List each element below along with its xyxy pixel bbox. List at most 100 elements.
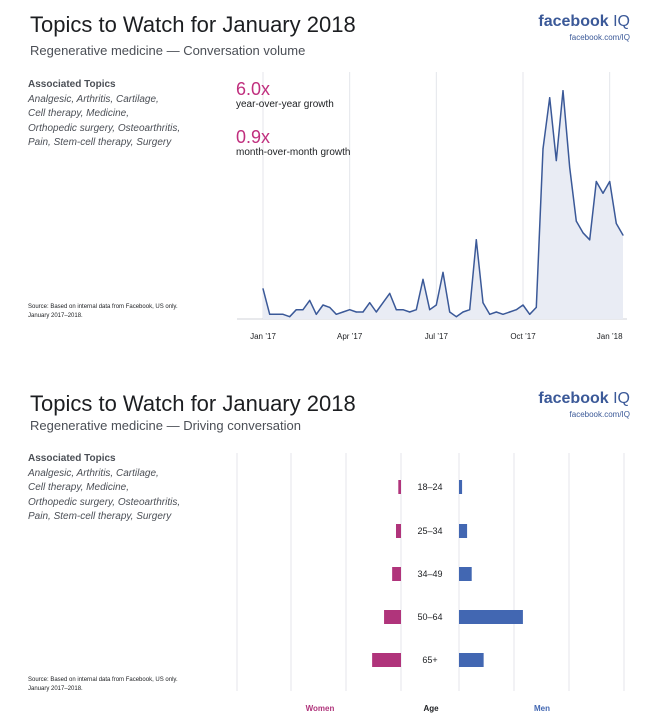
data-point xyxy=(542,148,544,150)
data-point xyxy=(475,239,477,241)
yoy-growth-value: 6.0x xyxy=(236,79,271,99)
source-line: Source: Based on internal data from Face… xyxy=(28,677,178,683)
data-point xyxy=(295,309,297,311)
data-point xyxy=(315,313,317,315)
source-line: January 2017–2018. xyxy=(28,313,83,319)
chart-subtitle: Regenerative medicine — Driving conversa… xyxy=(30,418,301,433)
conversation-volume-chart: Jan ’17 Apr ’17 Jul ’17 Oct ’17 Jan ’18 xyxy=(237,72,627,341)
data-point xyxy=(269,313,271,315)
series-area xyxy=(263,90,623,319)
associated-topics: Associated Topics Analgesic, Arthritis, … xyxy=(28,452,228,525)
mom-growth-stat: 0.9x month-over-month growth xyxy=(236,127,351,159)
data-point xyxy=(335,313,337,315)
age-category-label: 25–34 xyxy=(417,526,442,536)
x-tick-label: Jan ’18 xyxy=(597,332,623,341)
data-point xyxy=(462,311,464,313)
data-point xyxy=(415,309,417,311)
brand-suffix: IQ xyxy=(613,390,630,407)
source-note: Source: Based on internal data from Face… xyxy=(28,676,218,694)
bar-women xyxy=(384,610,401,624)
data-point xyxy=(609,180,611,183)
data-point xyxy=(582,232,584,234)
associated-topics-line: Analgesic, Arthritis, Cartilage, xyxy=(28,93,159,105)
data-point xyxy=(602,192,604,194)
data-point xyxy=(595,180,597,183)
data-point xyxy=(522,304,524,306)
data-point xyxy=(455,316,457,318)
associated-topics-line: Pain, Stem-cell therapy, Surgery xyxy=(28,511,172,522)
data-point xyxy=(449,311,451,313)
data-point xyxy=(442,271,444,273)
data-point xyxy=(562,90,564,92)
brand-url: facebook.com/IQ xyxy=(569,33,630,42)
data-point xyxy=(275,313,277,315)
associated-topics-line: Pain, Stem-cell therapy, Surgery xyxy=(28,137,172,148)
data-point xyxy=(369,302,371,304)
driving-conversation-panel: Topics to Watch for January 2018 Regener… xyxy=(0,363,650,726)
source-note: Source: Based on internal data from Face… xyxy=(28,303,218,321)
data-point xyxy=(409,311,411,313)
age-category-label: 34–49 xyxy=(417,569,442,579)
bar-men xyxy=(459,567,472,581)
associated-topics: Associated Topics Analgesic, Arthritis, … xyxy=(28,78,228,151)
bar-men xyxy=(459,524,468,538)
data-point xyxy=(355,311,357,313)
mom-growth-label: month-over-month growth xyxy=(236,147,351,158)
age-axis-label: Age xyxy=(423,704,439,713)
data-point xyxy=(389,292,391,294)
chart-title: Topics to Watch for January 2018 xyxy=(30,12,356,37)
data-point xyxy=(375,311,377,313)
associated-topics-line: Cell therapy, Medicine, xyxy=(28,482,129,493)
data-point xyxy=(569,166,571,169)
bar-women xyxy=(395,524,401,538)
chart-subtitle: Regenerative medicine — Conversation vol… xyxy=(30,43,306,58)
data-point xyxy=(575,220,577,222)
brand-suffix: IQ xyxy=(613,13,630,30)
data-point xyxy=(282,313,284,315)
x-tick-label: Oct ’17 xyxy=(510,332,536,341)
brand-name: facebook xyxy=(538,13,609,30)
yoy-growth-stat: 6.0x year-over-year growth xyxy=(236,79,334,111)
data-point xyxy=(482,302,484,304)
associated-topics-line: Cell therapy, Medicine, xyxy=(28,108,129,119)
yoy-growth-label: year-over-year growth xyxy=(236,99,334,110)
conversation-volume-panel: Topics to Watch for January 2018 Regener… xyxy=(28,12,630,341)
data-point xyxy=(489,313,491,315)
facebook-iq-logo: facebook IQ facebook.com/IQ xyxy=(538,390,630,419)
source-line: January 2017–2018. xyxy=(28,686,83,692)
data-point xyxy=(529,313,531,315)
data-point xyxy=(309,299,311,301)
data-point xyxy=(429,309,431,311)
brand-name: facebook xyxy=(538,390,609,407)
data-point xyxy=(342,311,344,313)
age-category-label: 18–24 xyxy=(417,482,442,492)
data-point xyxy=(362,311,364,313)
bar-women xyxy=(392,567,401,581)
bar-men xyxy=(459,480,463,494)
data-point xyxy=(329,306,331,308)
data-point xyxy=(469,309,471,311)
chart-title: Topics to Watch for January 2018 xyxy=(30,391,356,416)
data-point xyxy=(495,311,497,313)
data-point xyxy=(555,159,557,162)
men-legend-label: Men xyxy=(534,704,550,713)
bar-women xyxy=(372,653,401,667)
mom-growth-value: 0.9x xyxy=(236,127,271,147)
brand-url: facebook.com/IQ xyxy=(569,410,630,419)
bar-women xyxy=(398,480,401,494)
x-tick-label: Jul ’17 xyxy=(425,332,449,341)
associated-topics-title: Associated Topics xyxy=(28,453,116,464)
facebook-iq-logo: facebook IQ facebook.com/IQ xyxy=(538,13,630,42)
data-point xyxy=(549,97,551,99)
data-point xyxy=(509,311,511,313)
data-point xyxy=(422,278,424,280)
data-point xyxy=(502,313,504,315)
data-point xyxy=(615,222,617,225)
source-line: Source: Based on internal data from Face… xyxy=(28,304,178,310)
data-point xyxy=(515,309,517,311)
age-category-label: 50–64 xyxy=(417,612,442,622)
age-category-label: 65+ xyxy=(422,655,437,665)
data-point xyxy=(262,288,264,290)
associated-topics-line: Orthopedic surgery, Osteoarthritis, xyxy=(28,496,181,508)
data-point xyxy=(535,306,537,308)
